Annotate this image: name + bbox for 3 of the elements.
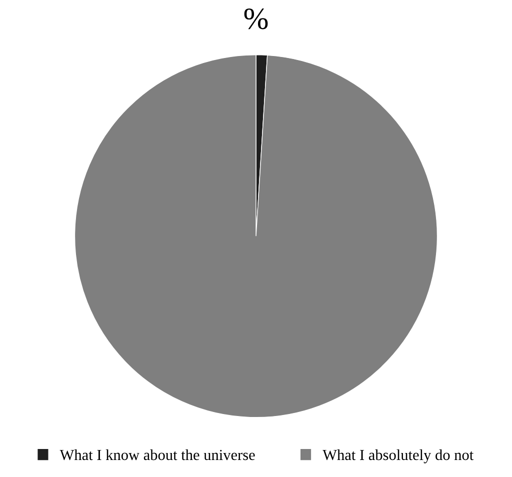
chart-title: % [244,8,268,30]
legend-label: What I absolutely do not [322,449,474,464]
legend-label: What I know about the universe [60,449,255,460]
